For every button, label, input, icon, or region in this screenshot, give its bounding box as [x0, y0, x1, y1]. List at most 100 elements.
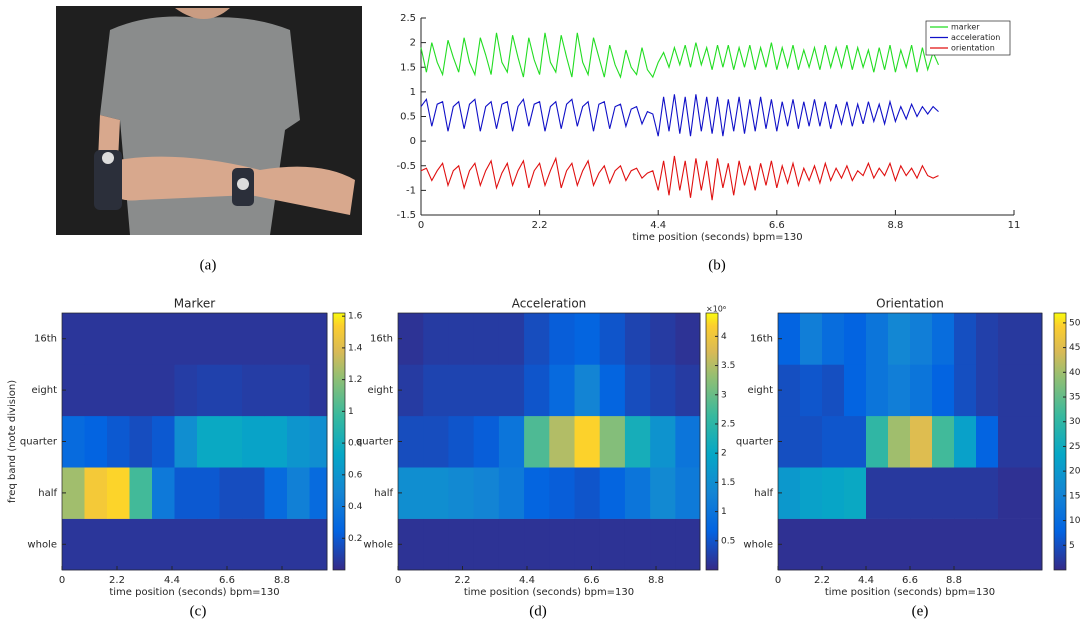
heat-cell	[574, 415, 601, 468]
heat-cell	[174, 518, 198, 571]
heat-cell	[84, 518, 108, 571]
x-tick-label: 2.2	[532, 220, 548, 231]
heat-cell	[84, 467, 108, 519]
heat-cell	[624, 467, 651, 519]
heat-cell	[599, 364, 626, 417]
arm	[98, 115, 355, 215]
heat-cell	[524, 518, 550, 571]
y-tick-label: -0.5	[396, 161, 416, 172]
heat-cell	[197, 364, 220, 417]
y-tick-label: half	[38, 488, 57, 499]
heat-cell	[524, 364, 550, 417]
colorbar-tick-label: 2.5	[721, 419, 735, 429]
heat-cell	[129, 467, 153, 519]
heat-cell	[650, 467, 676, 519]
heat-cell	[473, 467, 500, 519]
sensor	[94, 150, 122, 210]
colorbar-tick-label: 3	[721, 390, 727, 400]
series-line	[420, 155, 939, 201]
heat-cell	[219, 313, 243, 365]
heat-cell	[152, 364, 175, 417]
x-tick-label: 4.4	[650, 220, 666, 231]
heat-cell	[107, 467, 130, 519]
heat-cell	[264, 467, 288, 519]
heat-cell	[954, 467, 977, 519]
heat-cell	[473, 415, 500, 468]
heat-cell	[309, 467, 328, 519]
y-tick-label: eight	[747, 385, 773, 396]
heat-cell	[219, 364, 243, 417]
heat-cell	[675, 518, 701, 571]
colorbar	[1053, 312, 1067, 571]
heat-cell	[107, 364, 130, 417]
heat-cell	[448, 415, 475, 468]
x-tick-label: 4.4	[164, 575, 180, 586]
heat-cell	[549, 415, 576, 468]
heat-cell	[822, 313, 845, 365]
caption: (d)	[529, 603, 547, 619]
heat-cell	[107, 415, 130, 468]
heat-cell	[309, 313, 328, 365]
y-tick-label: whole	[363, 539, 393, 550]
heat-cell	[976, 313, 999, 365]
x-tick-label: 2.2	[814, 575, 830, 586]
heat-cell	[822, 518, 845, 571]
heat-cell	[844, 415, 867, 468]
y-tick-label: quarter	[20, 437, 58, 448]
caption: (a)	[200, 257, 217, 273]
x-tick-label: 0	[418, 220, 424, 231]
heat-cell	[998, 415, 1021, 468]
legend-label: marker	[951, 23, 980, 32]
heat-cell	[448, 467, 475, 519]
heat-cell	[910, 467, 933, 519]
heat-cell	[778, 467, 801, 519]
heat-cell	[129, 415, 153, 468]
heat-cell	[174, 467, 198, 519]
heat-cell	[498, 415, 525, 468]
x-tick-label: 6.6	[584, 575, 600, 586]
x-tick-label: 6.6	[769, 220, 785, 231]
heat-cell	[549, 518, 576, 571]
heat-cell	[624, 518, 651, 571]
caption: (e)	[912, 603, 929, 619]
heat-cell	[107, 313, 130, 365]
heat-cell	[242, 364, 265, 417]
heat-cell	[62, 415, 85, 468]
heat-cell	[888, 467, 911, 519]
heat-cell	[242, 415, 265, 468]
heat-cell	[174, 313, 198, 365]
heat-cell	[976, 415, 999, 468]
colorbar-tick-label: 1.6	[348, 312, 363, 322]
colorbar-tick-label: 5	[1069, 541, 1075, 551]
heat-cell	[287, 313, 310, 365]
colorbar-tick-label: 4	[721, 332, 727, 342]
heat-cell	[398, 518, 424, 571]
heat-cell	[84, 415, 108, 468]
x-tick-label: 0	[775, 575, 781, 586]
heat-cell	[932, 415, 955, 468]
heat-cell	[822, 467, 845, 519]
heat-cell	[866, 467, 889, 519]
heat-cell	[822, 415, 845, 468]
heat-cell	[473, 518, 500, 571]
heat-cell	[129, 313, 153, 365]
heat-cell	[976, 364, 999, 417]
heat-cell	[976, 518, 999, 571]
heat-cell	[219, 415, 243, 468]
y-tick-label: eight	[31, 385, 57, 396]
heat-cell	[287, 364, 310, 417]
heat-cell	[242, 313, 265, 365]
heat-cell	[675, 313, 701, 365]
heat-cell	[152, 467, 175, 519]
y-tick-label: 2.5	[400, 13, 416, 24]
heat-cell	[888, 415, 911, 468]
heat-cell	[309, 415, 328, 468]
heat-cell	[423, 364, 449, 417]
x-tick-label: 2.2	[455, 575, 471, 586]
x-tick-label: 8.8	[274, 575, 290, 586]
heat-cell	[152, 518, 175, 571]
heat-cell	[129, 364, 153, 417]
heat-cell	[448, 364, 475, 417]
heat-cell	[932, 313, 955, 365]
